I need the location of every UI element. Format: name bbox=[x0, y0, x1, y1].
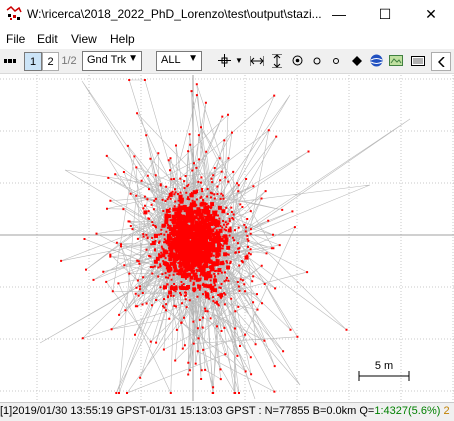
ground-track-canvas[interactable]: 5 m bbox=[0, 75, 454, 401]
maximize-button[interactable]: ☐ bbox=[378, 5, 392, 22]
menu-edit[interactable]: Edit bbox=[37, 32, 58, 46]
menu-view[interactable]: View bbox=[71, 32, 97, 46]
view12-button[interactable]: 1/2 bbox=[61, 54, 77, 67]
scroll-left-icon[interactable] bbox=[431, 52, 451, 71]
show-point-small-icon[interactable] bbox=[330, 52, 342, 69]
ground-track-plot[interactable]: 5 m bbox=[0, 75, 454, 401]
plot-type-value: Gnd Trk bbox=[87, 54, 127, 66]
fit-vertical-icon[interactable] bbox=[270, 52, 284, 69]
title-bar: W:\ricerca\2018_2022_PhD_Lorenzo\test\ou… bbox=[0, 0, 454, 28]
rtkplot-app-icon bbox=[6, 6, 22, 22]
menu-help[interactable]: Help bbox=[110, 32, 135, 46]
sat-filter-value: ALL bbox=[161, 54, 181, 66]
menu-file[interactable]: File bbox=[6, 32, 26, 46]
minimize-button[interactable]: — bbox=[332, 6, 346, 22]
show-point-icon[interactable] bbox=[311, 52, 323, 69]
origin-menu-chevron-icon[interactable]: ▼ bbox=[235, 56, 243, 65]
show-track-icon[interactable] bbox=[290, 52, 304, 69]
status-quality: 1:4327(5.6%) bbox=[374, 405, 441, 417]
view1-button[interactable]: 1 bbox=[24, 52, 42, 71]
view2-button[interactable]: 2 bbox=[42, 52, 59, 71]
connect-icon[interactable] bbox=[3, 52, 17, 69]
sat-filter-select[interactable]: ALL ▼ bbox=[156, 51, 202, 71]
status-quality-extra: 2 bbox=[443, 405, 450, 417]
show-marker-icon[interactable] bbox=[350, 52, 364, 69]
position-points bbox=[60, 79, 348, 394]
scale-bar: 5 m bbox=[358, 360, 410, 381]
status-summary: [1]2019/01/30 13:55:19 GPST-01/31 15:13:… bbox=[0, 405, 375, 417]
show-google-earth-icon[interactable] bbox=[410, 52, 426, 69]
plot-type-select[interactable]: Gnd Trk ▼ bbox=[82, 51, 142, 71]
center-origin-icon[interactable] bbox=[216, 52, 232, 69]
show-map-icon[interactable] bbox=[368, 52, 384, 69]
show-image-icon[interactable] bbox=[388, 52, 404, 69]
chevron-down-icon: ▼ bbox=[128, 53, 138, 64]
menu-bar: File Edit View Help bbox=[0, 30, 454, 48]
close-button[interactable]: ✕ bbox=[425, 5, 437, 22]
status-bar: [1]2019/01/30 13:55:19 GPST-01/31 15:13:… bbox=[0, 402, 454, 421]
fit-horizontal-icon[interactable] bbox=[249, 52, 265, 69]
scale-bar-label: 5 m bbox=[375, 360, 393, 372]
toolbar: 1 2 1/2 Gnd Trk ▼ ALL ▼ ▼ bbox=[0, 49, 454, 74]
chevron-down-icon: ▼ bbox=[188, 53, 198, 64]
window-title: W:\ricerca\2018_2022_PhD_Lorenzo\test\ou… bbox=[27, 7, 322, 21]
